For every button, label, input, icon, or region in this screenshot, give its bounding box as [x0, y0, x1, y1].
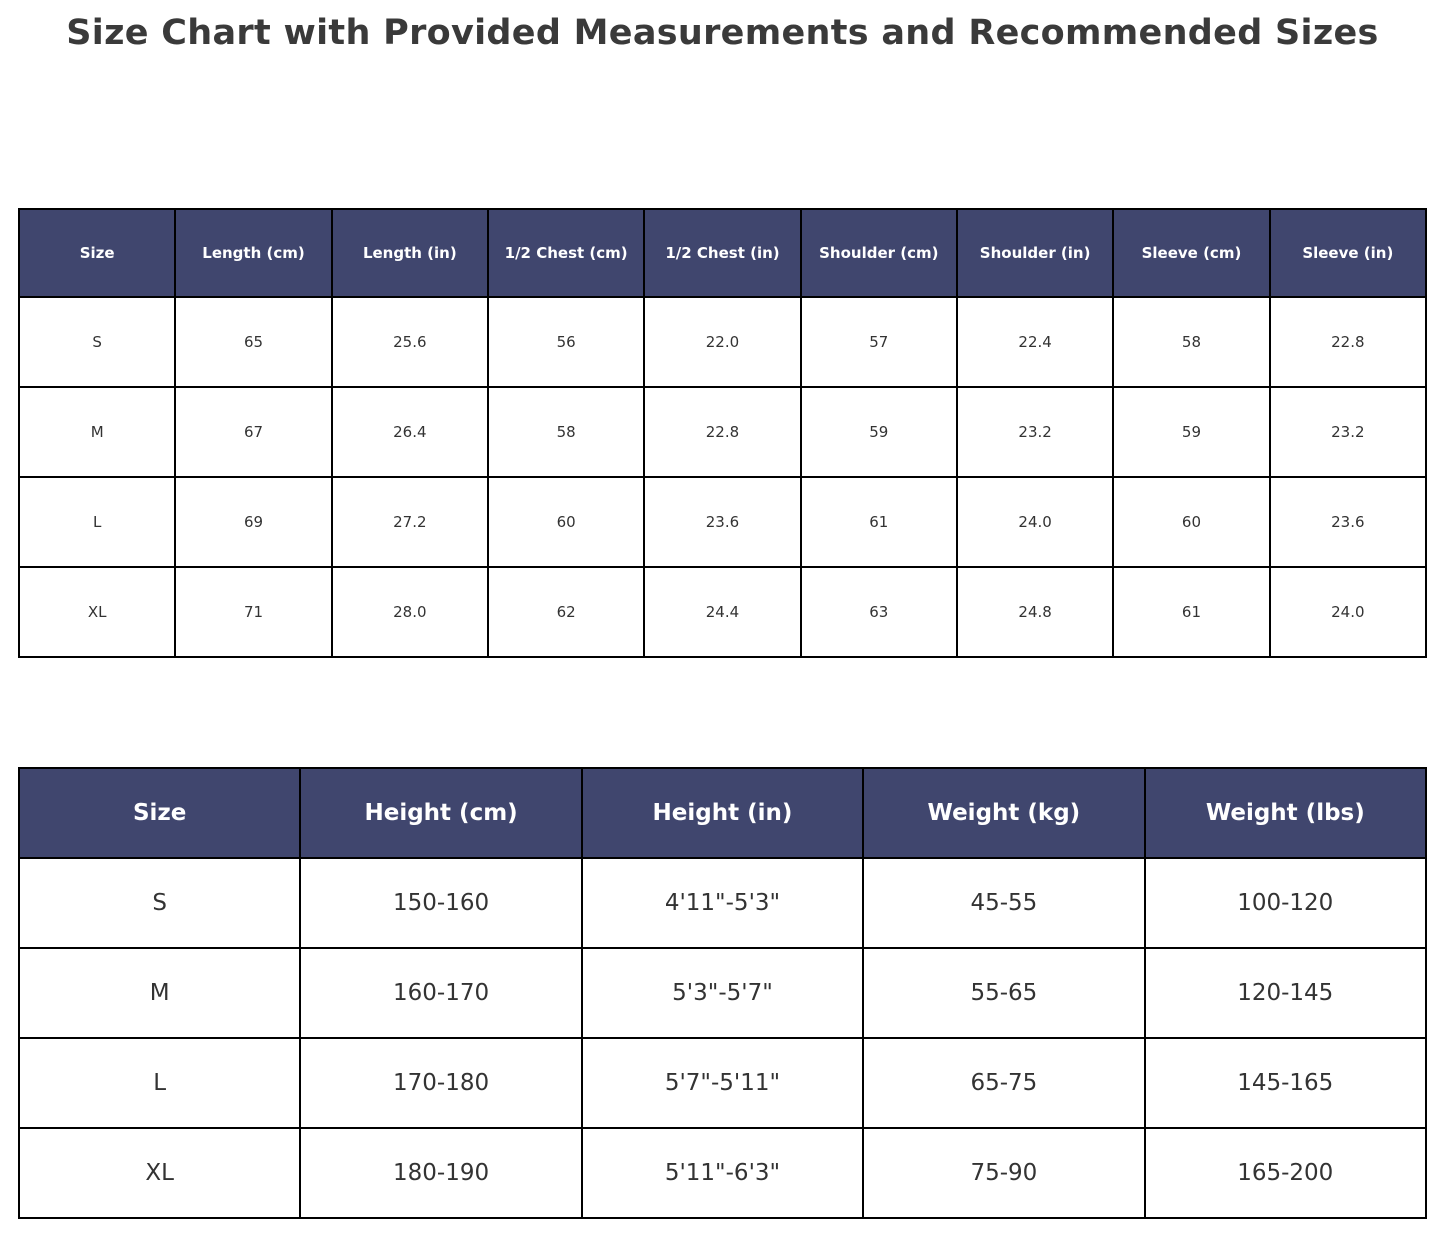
- size-label-cell: XL: [17, 566, 177, 658]
- value-cell: 58: [1112, 296, 1271, 388]
- table-row: S 65 25.6 56 22.0 57 22.4 58 22.8: [17, 296, 1428, 388]
- value-cell: 75-90: [862, 1127, 1146, 1219]
- value-cell: 45-55: [862, 857, 1146, 949]
- value-cell: 22.0: [643, 296, 802, 388]
- value-cell: 5'7"-5'11": [580, 1037, 865, 1129]
- value-cell: 56: [486, 296, 646, 388]
- header-cell: Height (in): [580, 767, 865, 859]
- value-cell: 28.0: [330, 566, 489, 658]
- header-cell: Sleeve (in): [1268, 208, 1428, 298]
- value-cell: 69: [174, 476, 333, 568]
- size-label-cell: L: [17, 1037, 302, 1129]
- value-cell: 63: [799, 566, 958, 658]
- value-cell: 58: [486, 386, 646, 478]
- value-cell: 55-65: [862, 947, 1146, 1039]
- value-cell: 120-145: [1143, 947, 1428, 1039]
- size-label-cell: S: [17, 857, 302, 949]
- measurements-table: Size Length (cm) Length (in) 1/2 Chest (cm)…: [17, 208, 1428, 658]
- value-cell: 61: [1112, 566, 1271, 658]
- table-row: M 160-170 5'3"-5'7" 55-65 120-145: [17, 947, 1428, 1039]
- header-row: Size Length (cm) Length (in) 1/2 Chest (cm)…: [17, 208, 1428, 298]
- value-cell: 180-190: [299, 1127, 583, 1219]
- value-cell: 22.8: [643, 386, 802, 478]
- value-cell: 57: [799, 296, 958, 388]
- table-row: XL 71 28.0 62 24.4 63 24.8 61 24.0: [17, 566, 1428, 658]
- value-cell: 23.2: [1268, 386, 1428, 478]
- value-cell: 150-160: [299, 857, 583, 949]
- header-cell: 1/2 Chest (cm): [486, 208, 646, 298]
- value-cell: 22.4: [955, 296, 1115, 388]
- header-cell: Weight (kg): [862, 767, 1146, 859]
- value-cell: 5'3"-5'7": [580, 947, 865, 1039]
- value-cell: 160-170: [299, 947, 583, 1039]
- value-cell: 26.4: [330, 386, 489, 478]
- header-cell: Height (cm): [299, 767, 583, 859]
- recommended-sizes-table: Size Height (cm) Height (in) Weight (kg) Wei…: [17, 767, 1428, 1219]
- header-cell: 1/2 Chest (in): [643, 208, 802, 298]
- value-cell: 23.6: [643, 476, 802, 568]
- value-cell: 24.4: [643, 566, 802, 658]
- header-cell: Weight (lbs): [1143, 767, 1428, 859]
- value-cell: 60: [1112, 476, 1271, 568]
- table-row: L 170-180 5'7"-5'11" 65-75 145-165: [17, 1037, 1428, 1129]
- value-cell: 61: [799, 476, 958, 568]
- value-cell: 24.0: [1268, 566, 1428, 658]
- value-cell: 27.2: [330, 476, 489, 568]
- value-cell: 25.6: [330, 296, 489, 388]
- header-cell: Size: [17, 767, 302, 859]
- size-label-cell: XL: [17, 1127, 302, 1219]
- value-cell: 165-200: [1143, 1127, 1428, 1219]
- value-cell: 22.8: [1268, 296, 1428, 388]
- table-row: L 69 27.2 60 23.6 61 24.0 60 23.6: [17, 476, 1428, 568]
- value-cell: 5'11"-6'3": [580, 1127, 865, 1219]
- header-cell: Length (cm): [174, 208, 333, 298]
- value-cell: 59: [1112, 386, 1271, 478]
- header-cell: Sleeve (cm): [1112, 208, 1271, 298]
- size-label-cell: M: [17, 386, 177, 478]
- value-cell: 62: [486, 566, 646, 658]
- table-row: M 67 26.4 58 22.8 59 23.2 59 23.2: [17, 386, 1428, 478]
- value-cell: 24.8: [955, 566, 1115, 658]
- table-row: XL 180-190 5'11"-6'3" 75-90 165-200: [17, 1127, 1428, 1219]
- value-cell: 65-75: [862, 1037, 1146, 1129]
- value-cell: 71: [174, 566, 333, 658]
- size-label-cell: S: [17, 296, 177, 388]
- header-cell: Length (in): [330, 208, 489, 298]
- table-row: S 150-160 4'11"-5'3" 45-55 100-120: [17, 857, 1428, 949]
- value-cell: 59: [799, 386, 958, 478]
- value-cell: 145-165: [1143, 1037, 1428, 1129]
- size-label-cell: L: [17, 476, 177, 568]
- value-cell: 100-120: [1143, 857, 1428, 949]
- header-cell: Shoulder (cm): [799, 208, 958, 298]
- value-cell: 23.6: [1268, 476, 1428, 568]
- value-cell: 67: [174, 386, 333, 478]
- header-row: Size Height (cm) Height (in) Weight (kg) Wei…: [17, 767, 1428, 859]
- size-label-cell: M: [17, 947, 302, 1039]
- value-cell: 4'11"-5'3": [580, 857, 865, 949]
- header-cell: Size: [17, 208, 177, 298]
- header-cell: Shoulder (in): [955, 208, 1115, 298]
- page-title: Size Chart with Provided Measurements an…: [66, 13, 1379, 53]
- value-cell: 170-180: [299, 1037, 583, 1129]
- value-cell: 23.2: [955, 386, 1115, 478]
- value-cell: 60: [486, 476, 646, 568]
- value-cell: 65: [174, 296, 333, 388]
- value-cell: 24.0: [955, 476, 1115, 568]
